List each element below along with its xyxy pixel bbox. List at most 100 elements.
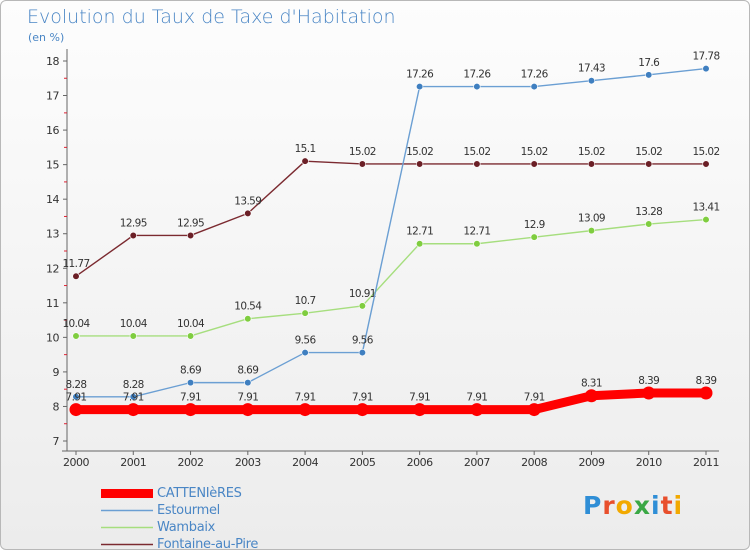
legend-label-cattenieres: CATTENIèRES [157,486,242,501]
data-label-fontaine-au-pire: 15.1 [295,143,316,155]
x-tick-label: 2007 [464,456,490,469]
data-label-wambaix: 13.41 [692,202,719,214]
y-tick-label: 13 [46,228,59,241]
data-label-fontaine-au-pire: 15.02 [349,146,376,158]
data-label-fontaine-au-pire: 15.02 [463,146,490,158]
data-point-fontaine-au-pire [244,209,252,217]
y-tick-label: 7 [53,435,60,448]
logo-letter: P [583,491,603,520]
y-tick-label: 15 [46,159,59,172]
y-tick-label: 18 [46,55,59,68]
data-label-catteni-res: 7.91 [524,392,545,404]
legend-label-fontaine-au-pire: Fontaine-au-Pire [157,537,259,550]
data-label-catteni-res: 8.39 [696,375,717,387]
data-label-catteni-res: 7.91 [409,392,430,404]
y-tick-label: 11 [46,297,59,310]
data-label-catteni-res: 8.31 [581,378,602,390]
data-label-fontaine-au-pire: 13.59 [234,195,261,207]
x-tick-label: 2000 [63,456,89,469]
y-tick-label: 8 [53,400,60,413]
data-point-catteni-res [470,403,484,417]
logo-letter: i [673,491,684,520]
data-label-catteni-res: 7.91 [352,392,373,404]
data-label-estourmel: 17.26 [463,69,491,81]
legend-label-wambaix: Wambaix [157,520,216,535]
data-label-wambaix: 10.7 [295,295,316,307]
data-point-estourmel [301,348,309,357]
data-label-wambaix: 10.54 [234,301,262,313]
series-line-catteni-res [71,388,711,415]
legend-item-estourmel: Estourmel [101,502,258,519]
x-tick-label: 2002 [178,456,204,469]
data-point-catteni-res [584,389,598,403]
logo-letter: r [602,491,616,520]
data-label-catteni-res: 8.39 [638,375,659,387]
legend-item-wambaix: Wambaix [101,519,258,536]
x-tick-label: 2001 [120,456,146,469]
data-point-catteni-res [241,403,255,417]
data-label-estourmel: 17.26 [521,69,549,81]
data-label-fontaine-au-pire: 15.02 [635,146,662,158]
data-label-estourmel: 17.26 [406,69,434,81]
legend-swatch-estourmel [101,509,153,512]
data-point-wambaix [358,302,366,310]
x-tick-label: 2006 [407,456,433,469]
legend-item-cattenieres: CATTENIèRES [101,485,258,502]
data-label-fontaine-au-pire: 15.02 [578,146,605,158]
data-point-estourmel [416,82,424,91]
data-point-fontaine-au-pire [530,160,538,168]
data-label-catteni-res: 7.91 [123,392,144,404]
data-label-estourmel: 17.6 [638,57,660,69]
data-label-wambaix: 10.04 [62,318,90,330]
logo-letter: t [660,491,674,520]
data-label-wambaix: 13.09 [578,213,605,225]
data-label-wambaix: 10.91 [349,288,376,300]
data-point-wambaix [587,227,596,235]
y-tick-label: 17 [46,90,59,103]
logo-letter: x [633,491,651,520]
y-tick-label: 12 [46,262,59,275]
data-point-wambaix [530,233,538,241]
data-point-wambaix [416,240,424,248]
data-point-wambaix [301,309,309,317]
data-label-estourmel: 8.28 [66,379,87,391]
y-tick-label: 16 [46,124,59,137]
data-label-estourmel: 8.69 [237,365,258,377]
data-point-wambaix [244,315,252,323]
proxiti-logo: Proxiti [583,491,683,520]
data-point-estourmel [645,71,653,79]
data-point-estourmel [358,348,366,357]
x-tick-label: 2004 [292,456,318,469]
data-point-catteni-res [699,386,713,400]
data-label-fontaine-au-pire: 12.95 [177,217,204,229]
data-label-wambaix: 10.04 [120,318,148,330]
legend-label-estourmel: Estourmel [157,503,220,518]
data-label-estourmel: 17.78 [692,51,719,63]
data-point-wambaix [645,220,653,228]
data-point-estourmel [702,64,710,73]
data-label-catteni-res: 7.91 [295,392,316,404]
data-point-wambaix [702,215,710,224]
data-point-estourmel [530,82,538,91]
legend-swatch-cattenieres [101,489,153,498]
data-label-estourmel: 8.28 [123,379,144,391]
y-tick-label: 14 [46,193,59,206]
data-point-estourmel [72,393,80,401]
x-tick-label: 2011 [693,456,719,469]
data-point-estourmel [587,77,596,85]
data-point-wambaix [72,332,80,340]
legend-item-fontaine-au-pire: Fontaine-au-Pire [101,536,259,550]
data-point-fontaine-au-pire [645,160,653,168]
data-label-wambaix: 12.71 [463,226,490,238]
data-point-catteni-res [642,386,656,400]
data-label-fontaine-au-pire: 12.95 [120,217,147,229]
x-tick-label: 2008 [521,456,547,469]
data-label-estourmel: 9.56 [352,335,374,347]
data-label-wambaix: 10.04 [177,318,205,330]
data-label-fontaine-au-pire: 11.77 [62,258,89,270]
data-point-fontaine-au-pire [186,231,195,240]
data-label-catteni-res: 7.91 [237,392,258,404]
data-label-wambaix: 12.9 [524,219,545,231]
